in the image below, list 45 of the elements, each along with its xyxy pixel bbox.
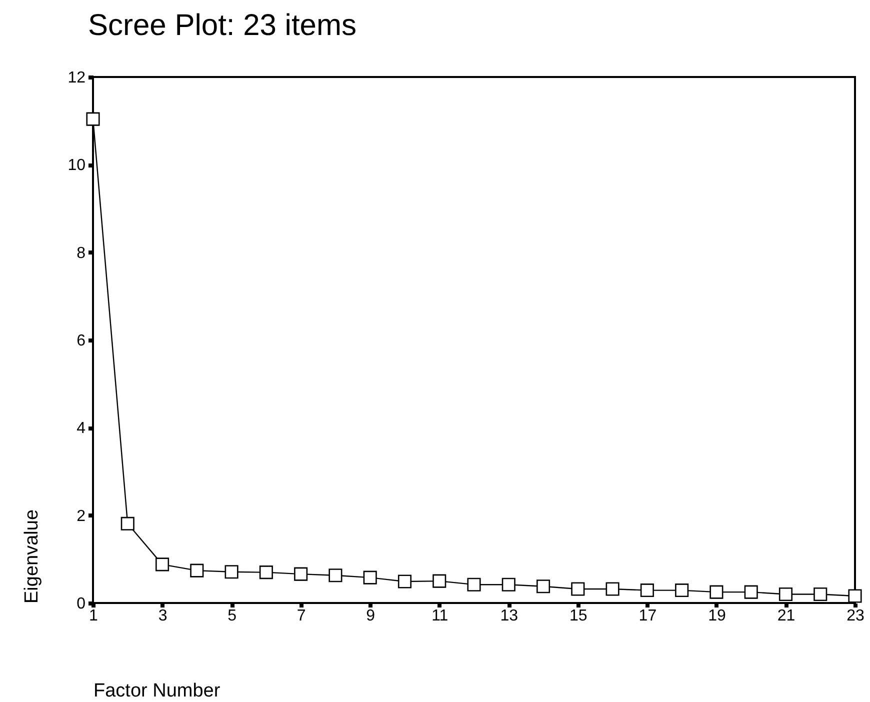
point bbox=[778, 587, 792, 602]
point bbox=[640, 584, 654, 598]
x-tick-label: 19 bbox=[708, 608, 726, 624]
x-tick-label: 9 bbox=[366, 608, 376, 624]
y-tick-label: 8 bbox=[76, 244, 86, 262]
point bbox=[156, 558, 170, 572]
x-tick-label: 1 bbox=[89, 608, 98, 624]
x-axis-title: Factor Number bbox=[94, 680, 221, 702]
point bbox=[467, 578, 481, 592]
point bbox=[536, 580, 550, 594]
y-tick-label: 6 bbox=[76, 332, 86, 350]
point bbox=[398, 574, 412, 588]
point bbox=[502, 578, 516, 592]
point bbox=[814, 587, 828, 602]
point bbox=[86, 112, 100, 126]
chart-title: Scree Plot: 23 items bbox=[88, 9, 356, 42]
x-tick-label: 3 bbox=[158, 608, 168, 624]
x-tick-label: 17 bbox=[638, 608, 657, 624]
point bbox=[259, 566, 273, 580]
y-tick-label: 12 bbox=[68, 70, 86, 86]
point bbox=[120, 516, 134, 530]
point bbox=[224, 565, 238, 579]
x-tick-label: 15 bbox=[570, 608, 588, 624]
y-axis-title: Eigenvalue bbox=[22, 509, 43, 604]
y-tick-label: 4 bbox=[76, 420, 86, 438]
point bbox=[363, 570, 377, 584]
point bbox=[571, 582, 585, 596]
y-tick-label: 0 bbox=[76, 596, 86, 612]
x-tick-label: 23 bbox=[846, 608, 864, 624]
point bbox=[675, 584, 689, 598]
point bbox=[190, 564, 204, 578]
point bbox=[848, 589, 862, 603]
point bbox=[606, 582, 620, 596]
x-tick-label: 7 bbox=[296, 608, 306, 624]
point bbox=[710, 585, 724, 599]
x-tick-label: 13 bbox=[500, 608, 518, 624]
y-tick-label: 2 bbox=[76, 508, 86, 525]
point bbox=[432, 574, 446, 588]
point bbox=[744, 585, 758, 599]
y-tick-label: 10 bbox=[68, 157, 86, 174]
x-tick-label: 5 bbox=[228, 608, 237, 624]
point bbox=[328, 568, 342, 582]
x-tick-label: 21 bbox=[777, 608, 796, 624]
point bbox=[294, 567, 308, 581]
x-tick-label: 11 bbox=[432, 608, 448, 624]
